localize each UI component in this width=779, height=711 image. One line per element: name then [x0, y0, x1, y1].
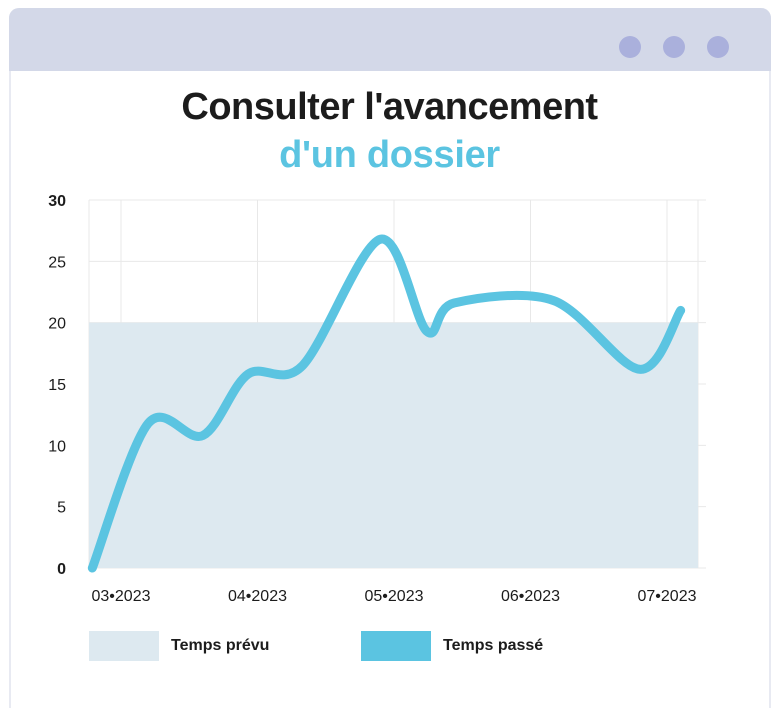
- y-tick-label: 10: [48, 438, 66, 455]
- legend-label-spent: Temps passé: [443, 637, 544, 654]
- x-tick-label: 06•2023: [501, 588, 560, 605]
- legend-item-planned: Temps prévu: [89, 631, 269, 661]
- spent-time-line: [87, 234, 686, 573]
- y-tick-label: 20: [48, 316, 66, 333]
- legend-swatch-planned: [89, 631, 159, 661]
- y-tick-label: 25: [48, 254, 66, 271]
- page-subtitle: d'un dossier: [279, 134, 500, 176]
- window-dot-icon[interactable]: [619, 36, 641, 58]
- x-tick-label: 03•2023: [92, 588, 151, 605]
- y-tick-label: 0: [57, 561, 66, 578]
- browser-window-frame: [9, 8, 771, 708]
- planned-time-area: [89, 322, 698, 568]
- x-tick-label: 04•2023: [228, 588, 287, 605]
- x-tick-label: 07•2023: [638, 588, 697, 605]
- page-title: Consulter l'avancement: [181, 86, 598, 128]
- x-tick-label: 05•2023: [365, 588, 424, 605]
- legend-label-planned: Temps prévu: [171, 637, 270, 654]
- y-tick-label: 5: [57, 500, 66, 517]
- window-dot-icon[interactable]: [707, 36, 729, 58]
- window-dot-icon[interactable]: [663, 36, 685, 58]
- y-tick-label: 15: [48, 377, 66, 394]
- legend-swatch-spent: [361, 631, 431, 661]
- window-title-bar: [9, 8, 771, 71]
- y-tick-label: 30: [48, 193, 66, 210]
- legend-item-spent: Temps passé: [361, 631, 543, 661]
